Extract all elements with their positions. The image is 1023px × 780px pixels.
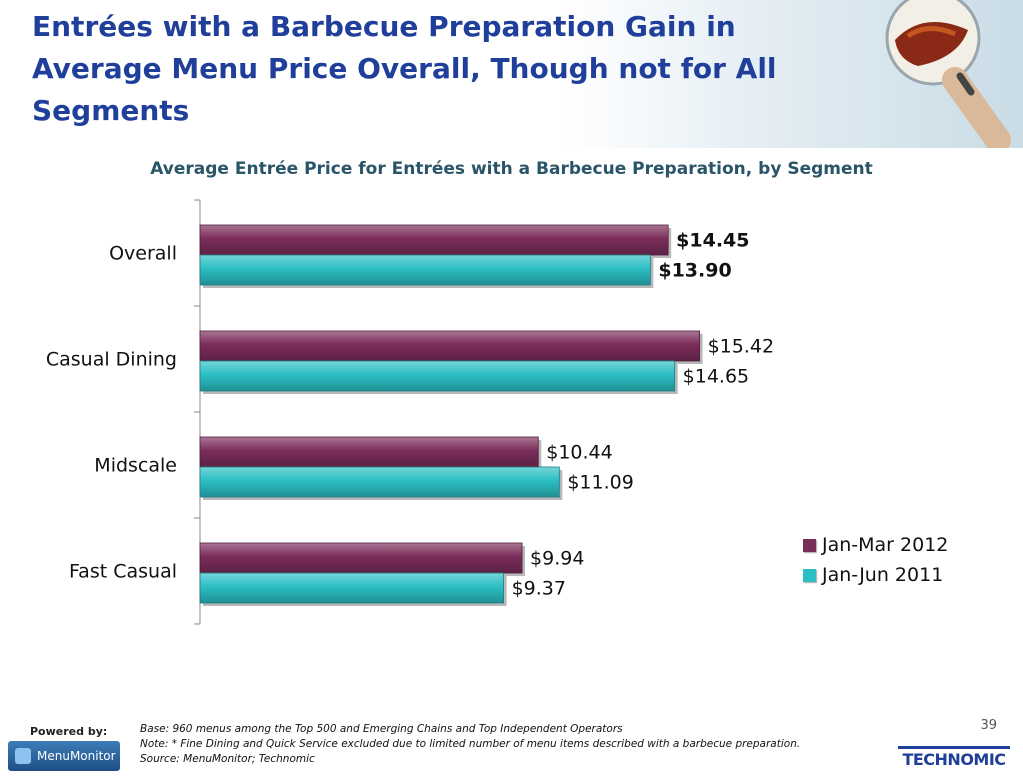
technomic-logo-text: TECHNOMIC — [902, 750, 1006, 769]
page-number: 39 — [980, 718, 997, 733]
bar-2011 — [199, 360, 676, 392]
footnote-note: Note: * Fine Dining and Quick Service ex… — [140, 738, 801, 750]
bar-chart: Overall $14.45 $13.90 Casual Dining $15.42 $1… — [46, 199, 774, 625]
technomic-logo-bar — [898, 746, 1010, 749]
bar-2012 — [199, 330, 701, 362]
data-label: $11.09 — [567, 472, 633, 494]
data-label: $9.94 — [530, 548, 584, 570]
legend-swatch-2011 — [803, 568, 816, 582]
bar-2011 — [199, 466, 560, 498]
category-label: Midscale — [94, 455, 177, 477]
legend-label-2012: Jan-Mar 2012 — [822, 534, 949, 556]
bar-2011 — [199, 572, 504, 604]
footnotes: Base: 960 menus among the Top 500 and Em… — [140, 722, 800, 767]
header-band — [0, 0, 1023, 148]
menumonitor-logo-text: MenuMonitor — [37, 749, 116, 763]
category-label: Casual Dining — [46, 349, 177, 371]
legend-swatch-2012 — [803, 538, 816, 552]
legend-label-2011: Jan-Jun 2011 — [822, 564, 944, 586]
footnote-source: Source: MenuMonitor; Technomic — [140, 753, 315, 765]
category-label: Fast Casual — [69, 561, 177, 583]
bar-2012 — [199, 542, 523, 574]
bar-2012 — [199, 436, 539, 468]
menumonitor-logo[interactable]: MenuMonitor — [8, 741, 120, 771]
data-label: $14.45 — [676, 230, 749, 252]
data-label: $14.65 — [683, 366, 749, 388]
data-label: $10.44 — [546, 442, 612, 464]
bar-2012 — [199, 224, 669, 256]
legend-item-2011: Jan-Jun 2011 — [803, 560, 948, 590]
data-label: $15.42 — [708, 336, 774, 358]
bar-2011 — [199, 254, 651, 286]
data-label: $9.37 — [512, 578, 566, 600]
bbq-magnifier-photo — [885, 0, 1011, 148]
chart-legend: Jan-Mar 2012 Jan-Jun 2011 — [803, 530, 948, 590]
legend-item-2012: Jan-Mar 2012 — [803, 530, 948, 560]
category-label: Overall — [109, 243, 177, 265]
menumonitor-icon — [15, 748, 31, 764]
powered-by-label: Powered by: — [30, 725, 108, 738]
slide-title: Entrées with a Barbecue Preparation Gain… — [32, 10, 777, 127]
footnote-base: Base: 960 menus among the Top 500 and Em… — [140, 723, 623, 735]
technomic-logo[interactable]: TECHNOMIC — [898, 746, 1010, 770]
chart-title: Average Entrée Price for Entrées with a … — [150, 159, 873, 179]
data-label: $13.90 — [658, 260, 731, 282]
